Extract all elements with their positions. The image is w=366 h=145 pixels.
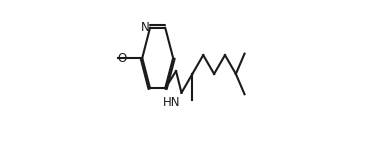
Text: N: N (141, 21, 149, 34)
Text: HN: HN (163, 96, 180, 109)
Text: O: O (117, 51, 126, 65)
